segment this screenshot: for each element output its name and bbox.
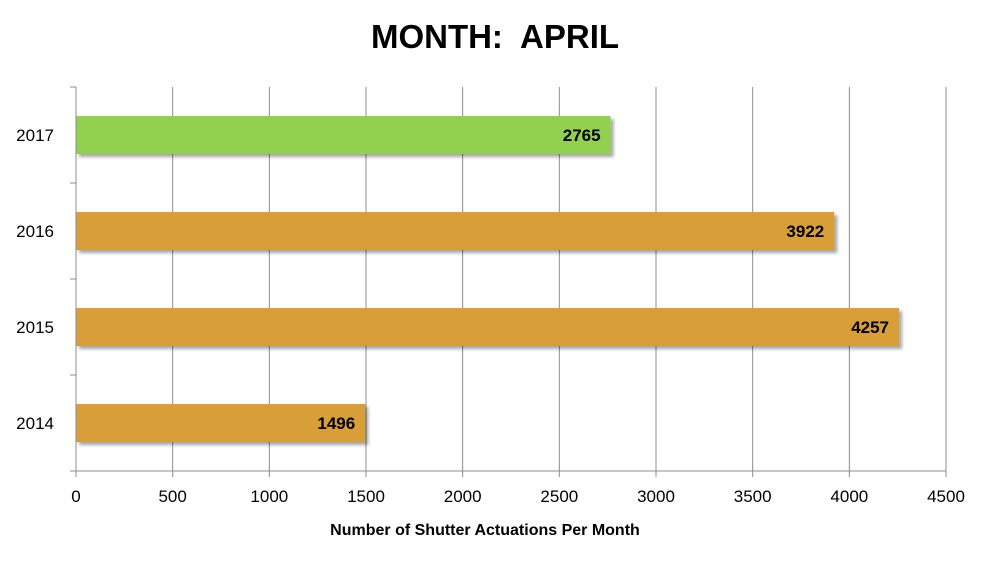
x-tick-label: 2500 — [540, 487, 578, 506]
bar-2014 — [76, 404, 366, 442]
x-tick-label: 1000 — [250, 487, 288, 506]
x-tick-label: 4000 — [830, 487, 868, 506]
x-tick-label: 2000 — [444, 487, 482, 506]
x-tick-label: 1500 — [347, 487, 385, 506]
x-tick-label: 4500 — [927, 487, 965, 506]
data-label-2014: 1496 — [317, 414, 355, 433]
data-label-2016: 3922 — [786, 222, 824, 241]
bar-2016 — [76, 212, 835, 250]
x-axis-title: Number of Shutter Actuations Per Month — [330, 522, 640, 539]
x-tick-label: 3000 — [637, 487, 675, 506]
bar-2015 — [76, 308, 900, 346]
x-tick-label: 0 — [71, 487, 80, 506]
data-label-2015: 4257 — [851, 318, 889, 337]
y-tick-label-2017: 2017 — [16, 126, 54, 145]
x-tick-label: 3500 — [734, 487, 772, 506]
bars: 1496 4257 3922 2765 — [76, 116, 900, 442]
bar-2017 — [76, 116, 611, 154]
y-tick-label-2014: 2014 — [16, 414, 54, 433]
data-label-2017: 2765 — [563, 126, 601, 145]
y-tick-label-2016: 2016 — [16, 222, 54, 241]
y-tick-label-2015: 2015 — [16, 318, 54, 337]
chart-title: MONTH: APRIL — [370, 18, 620, 55]
axes: 0 500 1000 1500 2000 2500 3000 3500 4000 4500 2014… — [16, 86, 965, 506]
x-tick-label: 500 — [158, 487, 186, 506]
